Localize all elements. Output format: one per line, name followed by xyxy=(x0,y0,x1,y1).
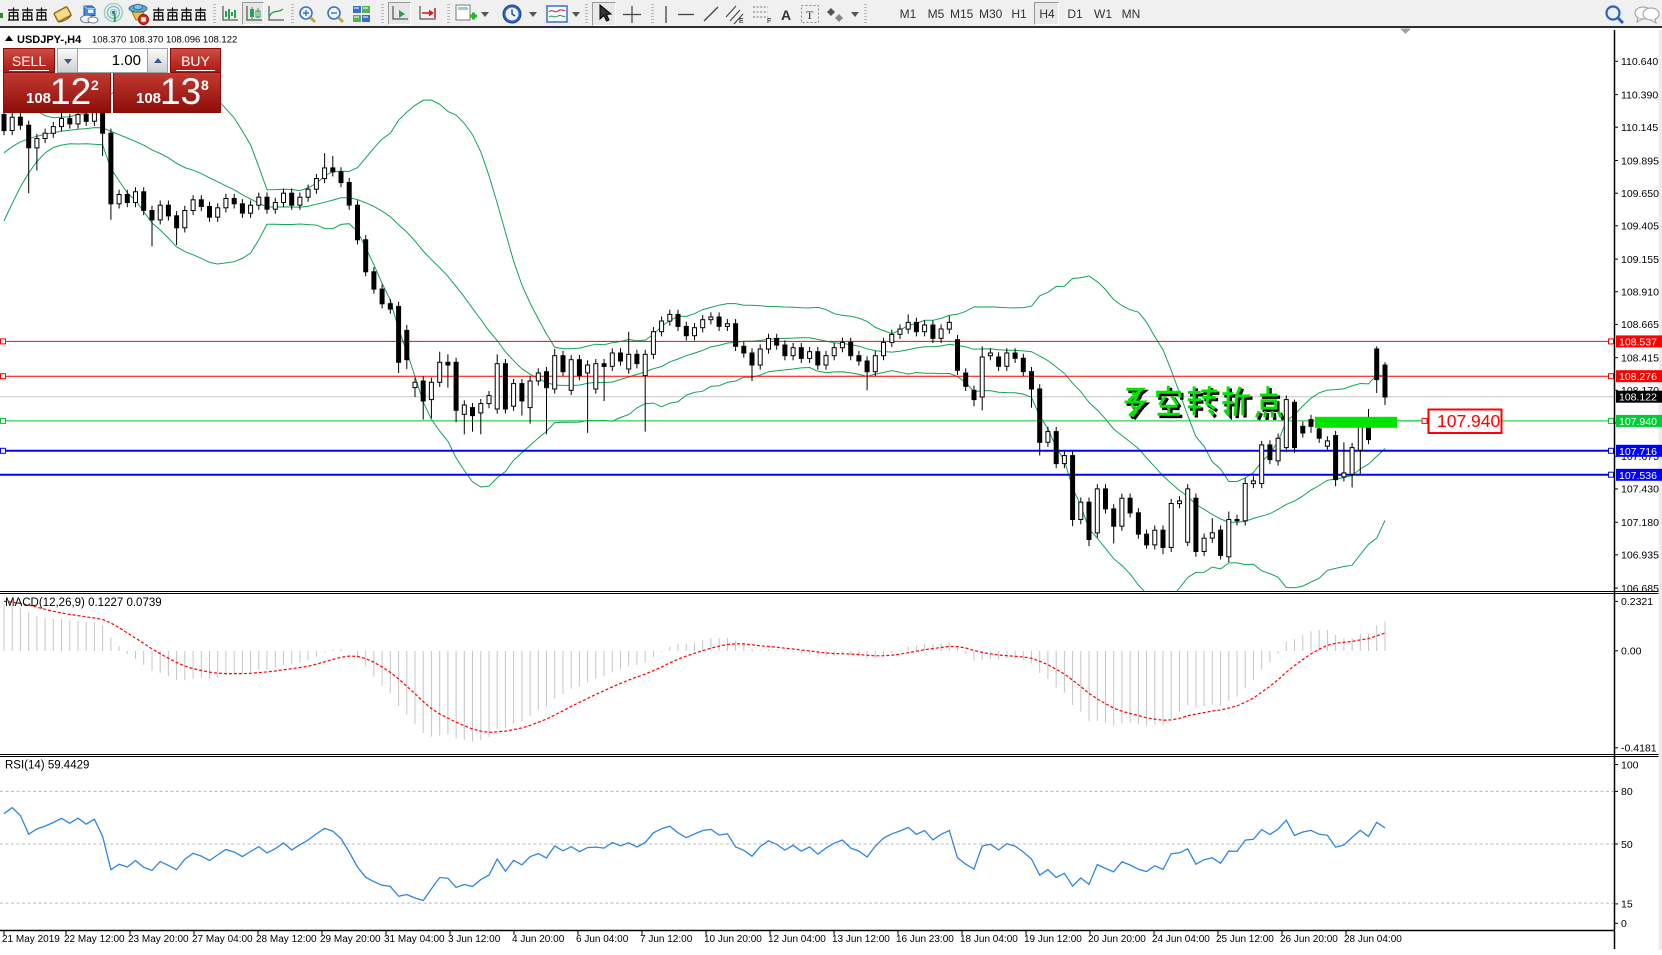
svg-text:31 May 04:00: 31 May 04:00 xyxy=(384,934,445,945)
svg-text:0.00: 0.00 xyxy=(1621,646,1642,658)
svg-text:21 May 2019: 21 May 2019 xyxy=(2,934,60,945)
svg-text:25 Jun 12:00: 25 Jun 12:00 xyxy=(1216,934,1274,945)
svg-text:23 May 20:00: 23 May 20:00 xyxy=(128,934,189,945)
svg-text:50: 50 xyxy=(1621,839,1633,851)
svg-text:109.895: 109.895 xyxy=(1621,155,1659,167)
svg-text:22 May 12:00: 22 May 12:00 xyxy=(64,934,125,945)
svg-text:107.180: 107.180 xyxy=(1621,517,1659,529)
svg-text:109.405: 109.405 xyxy=(1621,221,1659,233)
svg-text:F: F xyxy=(767,18,771,25)
svg-text:107.536: 107.536 xyxy=(1619,470,1657,482)
svg-text:109.650: 109.650 xyxy=(1621,188,1659,200)
svg-text:108.370 108.370 108.096 108.12: 108.370 108.370 108.096 108.122 xyxy=(92,35,237,46)
svg-text:80: 80 xyxy=(1621,786,1633,798)
svg-text:T: T xyxy=(806,8,814,22)
svg-text:108.276: 108.276 xyxy=(1619,371,1657,383)
svg-text:106.935: 106.935 xyxy=(1621,550,1659,562)
svg-text:110.640: 110.640 xyxy=(1621,56,1658,68)
svg-text:MACD(12,26,9) 0.1227 0.0739: MACD(12,26,9) 0.1227 0.0739 xyxy=(5,597,162,609)
svg-text:27 May 04:00: 27 May 04:00 xyxy=(192,934,253,945)
svg-text:USDJPY-,H4: USDJPY-,H4 xyxy=(17,34,82,46)
svg-text:107.430: 107.430 xyxy=(1621,484,1659,496)
svg-text:12 Jun 04:00: 12 Jun 04:00 xyxy=(768,934,826,945)
svg-text:28 May 12:00: 28 May 12:00 xyxy=(256,934,317,945)
svg-text:100: 100 xyxy=(1621,759,1639,771)
svg-text:107.940: 107.940 xyxy=(1619,416,1657,428)
svg-text:18 Jun 04:00: 18 Jun 04:00 xyxy=(960,934,1018,945)
svg-text:4 Jun 20:00: 4 Jun 20:00 xyxy=(512,934,565,945)
svg-text:108.537: 108.537 xyxy=(1619,336,1657,348)
svg-text:7 Jun 12:00: 7 Jun 12:00 xyxy=(640,934,693,945)
svg-text:-0.4181: -0.4181 xyxy=(1621,743,1657,755)
svg-text:108.122: 108.122 xyxy=(1619,392,1657,404)
svg-text:RSI(14) 59.4429: RSI(14) 59.4429 xyxy=(5,760,89,772)
svg-text:E: E xyxy=(739,18,744,25)
svg-text:109.155: 109.155 xyxy=(1621,254,1659,266)
svg-text:106.685: 106.685 xyxy=(1621,583,1659,595)
svg-text:108.415: 108.415 xyxy=(1621,353,1659,365)
svg-text:13 Jun 12:00: 13 Jun 12:00 xyxy=(832,934,890,945)
svg-text:20 Jun 20:00: 20 Jun 20:00 xyxy=(1088,934,1146,945)
svg-text:28 Jun 04:00: 28 Jun 04:00 xyxy=(1344,934,1402,945)
svg-text:3 Jun 12:00: 3 Jun 12:00 xyxy=(448,934,501,945)
svg-text:19 Jun 12:00: 19 Jun 12:00 xyxy=(1024,934,1082,945)
svg-text:107.940: 107.940 xyxy=(1437,411,1501,431)
svg-text:107.716: 107.716 xyxy=(1619,446,1657,458)
svg-text:0.2321: 0.2321 xyxy=(1621,596,1653,608)
svg-text:0: 0 xyxy=(1621,918,1627,930)
svg-text:26 Jun 20:00: 26 Jun 20:00 xyxy=(1280,934,1338,945)
svg-text:108.910: 108.910 xyxy=(1621,287,1659,299)
svg-text:15: 15 xyxy=(1621,899,1633,911)
svg-text:16 Jun 23:00: 16 Jun 23:00 xyxy=(896,934,954,945)
svg-text:110.390: 110.390 xyxy=(1621,89,1658,101)
svg-text:110.145: 110.145 xyxy=(1621,122,1658,134)
svg-text:10 Jun 20:00: 10 Jun 20:00 xyxy=(704,934,762,945)
svg-text:29 May 20:00: 29 May 20:00 xyxy=(320,934,381,945)
svg-text:24 Jun 04:00: 24 Jun 04:00 xyxy=(1152,934,1210,945)
svg-text:108.665: 108.665 xyxy=(1621,319,1659,331)
svg-text:6 Jun 04:00: 6 Jun 04:00 xyxy=(576,934,629,945)
